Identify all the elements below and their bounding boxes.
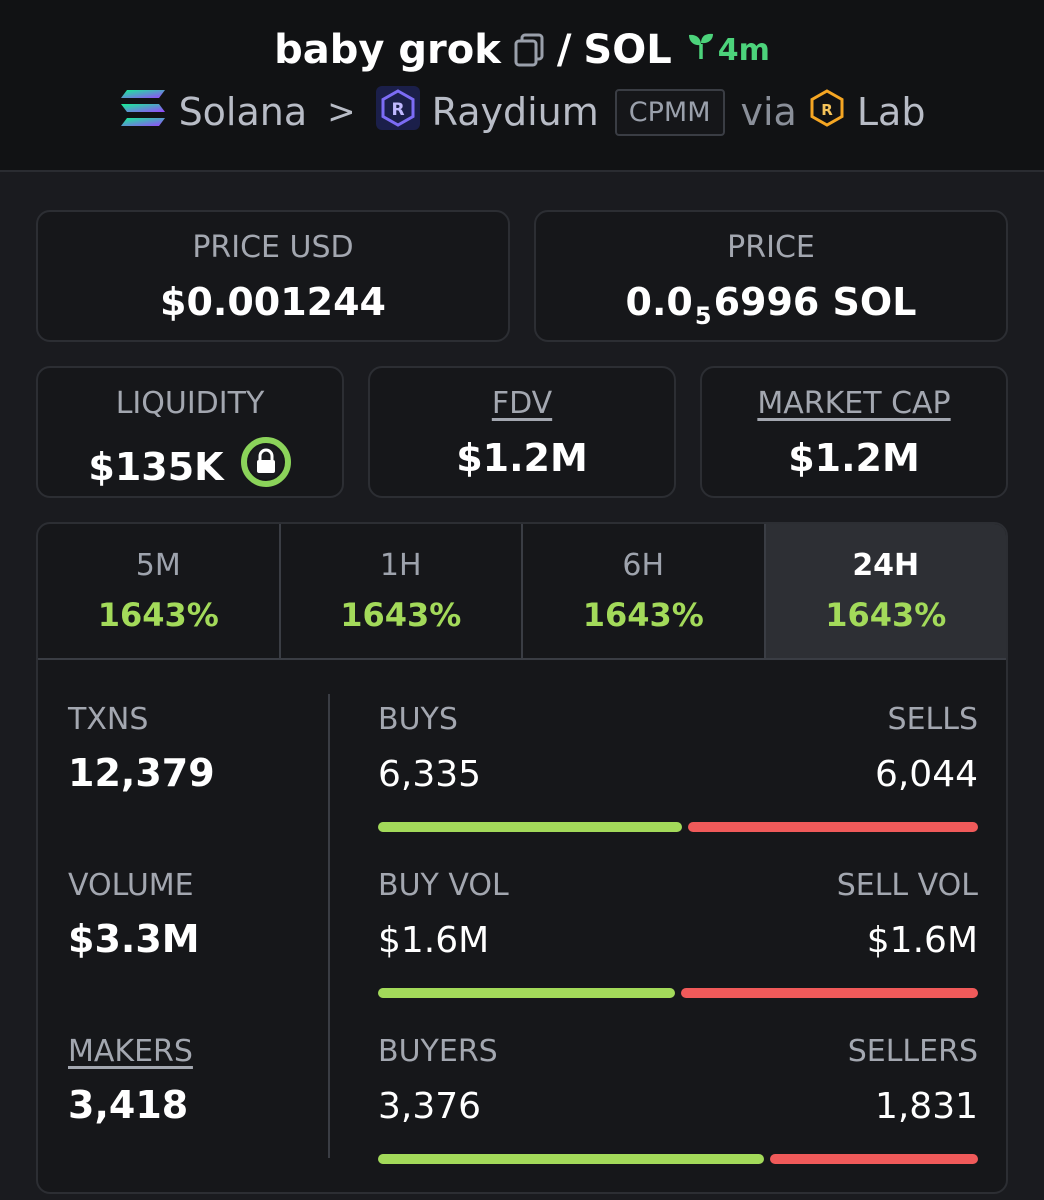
market-cap-card[interactable]: MARKET CAP $1.2M bbox=[700, 366, 1008, 498]
liquidity-value: $135K bbox=[38, 436, 342, 497]
makers-value: 3,418 bbox=[68, 1083, 189, 1127]
age-text: 4m bbox=[717, 32, 770, 68]
price-usd-text: $0.001244 bbox=[160, 280, 386, 324]
price-usd-card: PRICE USD $0.001244 bbox=[36, 210, 510, 342]
buyers-bar bbox=[378, 1154, 764, 1164]
tab-label: 24H bbox=[852, 548, 920, 583]
dex-link[interactable]: Raydium bbox=[431, 90, 599, 134]
tab-6h[interactable]: 6H 1643% bbox=[523, 524, 766, 658]
market-cap-label[interactable]: MARKET CAP bbox=[757, 386, 951, 421]
token-name: baby grok bbox=[274, 27, 501, 73]
pair-age: 4m bbox=[688, 32, 770, 68]
stats-divider bbox=[328, 694, 330, 1158]
launchpad-icon: R bbox=[809, 88, 845, 137]
market-cap-text: $1.2M bbox=[788, 436, 920, 480]
fdv-card[interactable]: FDV $1.2M bbox=[368, 366, 676, 498]
buyers-label: BUYERS bbox=[378, 1034, 498, 1069]
tab-5m[interactable]: 5M 1643% bbox=[38, 524, 281, 658]
title-separator: / bbox=[556, 27, 572, 73]
volume-stat: VOLUME $3.3M bbox=[68, 868, 200, 961]
liquidity-text: $135K bbox=[88, 444, 224, 489]
makers-stat[interactable]: MAKERS 3,418 bbox=[68, 1034, 193, 1127]
buys-sells-row: BUYS SELLS 6,335 6,044 bbox=[378, 702, 978, 832]
raydium-icon: R bbox=[375, 85, 420, 139]
price-usd-label: PRICE USD bbox=[192, 230, 354, 265]
txns-stat: TXNS 12,379 bbox=[68, 702, 215, 795]
sells-bar bbox=[688, 822, 978, 832]
buys-bar bbox=[378, 822, 682, 832]
liquidity-card: LIQUIDITY $135K bbox=[36, 366, 344, 498]
pool-type-badge: CPMM bbox=[614, 88, 725, 136]
pair-header: baby grok / SOL 4m bbox=[0, 0, 1044, 172]
via-text: via bbox=[740, 90, 797, 134]
sell-vol-bar bbox=[681, 988, 978, 998]
buy-vol-label: BUY VOL bbox=[378, 868, 509, 903]
market-cap-value: $1.2M bbox=[702, 436, 1006, 480]
sprout-icon bbox=[688, 32, 714, 68]
fdv-label[interactable]: FDV bbox=[491, 386, 553, 421]
makers-label[interactable]: MAKERS bbox=[68, 1034, 193, 1069]
volume-value: $3.3M bbox=[68, 917, 200, 961]
price-label: PRICE bbox=[727, 230, 815, 265]
price-prefix: 0.0 bbox=[625, 280, 693, 324]
sells-value: 6,044 bbox=[874, 754, 978, 795]
svg-text:R: R bbox=[821, 101, 833, 119]
tab-change: 1643% bbox=[825, 596, 947, 634]
tab-label: 1H bbox=[379, 548, 422, 583]
tab-1h[interactable]: 1H 1643% bbox=[281, 524, 523, 658]
solana-icon bbox=[119, 88, 167, 137]
txns-label: TXNS bbox=[68, 702, 149, 737]
sellers-label: SELLERS bbox=[847, 1034, 978, 1069]
price-native-value: 0.0 5 6996 SOL bbox=[536, 280, 1006, 330]
price-suffix: 6996 SOL bbox=[713, 280, 917, 324]
lock-icon[interactable] bbox=[240, 436, 292, 497]
fdv-text: $1.2M bbox=[456, 436, 588, 480]
price-usd-value: $0.001244 bbox=[38, 280, 508, 324]
sell-vol-value: $1.6M bbox=[866, 920, 978, 961]
tab-label: 6H bbox=[622, 548, 665, 583]
sellers-value: 1,831 bbox=[874, 1086, 978, 1127]
volume-label: VOLUME bbox=[68, 868, 194, 903]
tab-change: 1643% bbox=[340, 596, 462, 634]
title-row: baby grok / SOL 4m bbox=[0, 24, 1044, 76]
buyers-value: 3,376 bbox=[378, 1086, 482, 1127]
tab-24h[interactable]: 24H 1643% bbox=[765, 524, 1006, 658]
txns-value: 12,379 bbox=[68, 751, 215, 795]
svg-text:R: R bbox=[391, 100, 404, 120]
price-zero-count: 5 bbox=[694, 302, 712, 330]
buys-value: 6,335 bbox=[378, 754, 482, 795]
quote-token: SOL bbox=[583, 27, 672, 73]
copy-icon[interactable] bbox=[513, 33, 545, 67]
chain-link[interactable]: Solana bbox=[178, 90, 308, 134]
tab-change: 1643% bbox=[97, 596, 219, 634]
price-native-card: PRICE 0.0 5 6996 SOL bbox=[534, 210, 1008, 342]
breadcrumb: Solana > R Raydium CPMM via R Lab bbox=[0, 84, 1044, 140]
tab-change: 1643% bbox=[582, 596, 704, 634]
buy-vol-bar bbox=[378, 988, 675, 998]
buy-vol-value: $1.6M bbox=[378, 920, 490, 961]
liquidity-label: LIQUIDITY bbox=[115, 386, 265, 421]
sellers-bar bbox=[770, 1154, 978, 1164]
buy-sell-volume-row: BUY VOL SELL VOL $1.6M $1.6M bbox=[378, 868, 978, 998]
sell-vol-label: SELL VOL bbox=[836, 868, 978, 903]
buys-label: BUYS bbox=[378, 702, 458, 737]
stats-panel: 5M 1643% 1H 1643% 6H 1643% 24H 1643% TXN… bbox=[36, 522, 1008, 1194]
launchpad-link[interactable]: Lab bbox=[856, 90, 926, 134]
tab-label: 5M bbox=[135, 548, 181, 583]
fdv-value: $1.2M bbox=[370, 436, 674, 480]
timeframe-tabs: 5M 1643% 1H 1643% 6H 1643% 24H 1643% bbox=[38, 524, 1006, 660]
buyers-sellers-row: BUYERS SELLERS 3,376 1,831 bbox=[378, 1034, 978, 1164]
chevron-right-icon: > bbox=[327, 92, 356, 132]
sells-label: SELLS bbox=[887, 702, 978, 737]
